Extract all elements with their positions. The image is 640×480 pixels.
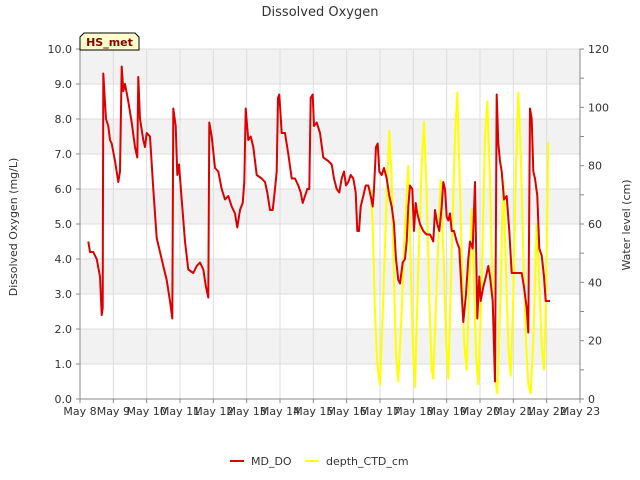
series-layer [87,65,550,395]
y-left-tick-label: 7.0 [55,148,73,161]
background-band [80,49,580,84]
site-badge-box [79,32,140,51]
x-tick-label: May 18 [393,405,433,418]
y-left-tick-label: 1.0 [55,358,73,371]
x-tick-label: May 8 [63,405,96,418]
chart-title: Dissolved Oxygen [262,5,379,20]
y-left-tick-label: 6.0 [55,183,73,196]
y-right-tick-label: 100 [588,101,609,114]
legend: MD_DO depth_CTD_cm [230,455,409,468]
x-tick-label: May 9 [97,405,130,418]
y-left-axis-ticks: 0.0 1.0 2.0 3.0 4.0 5.0 6.0 7.0 8.0 9.0 10.0 [48,43,80,406]
y-left-tick-label: 9.0 [55,78,73,91]
y-left-tick-label: 5.0 [55,218,73,231]
y-left-tick-label: 0.0 [55,393,73,406]
y-right-axis-ticks: 0 20 40 60 80 100 120 [580,43,609,406]
y-left-tick-label: 8.0 [55,113,73,126]
y-right-axis-title: Water level (cm) [620,179,633,270]
background-band [80,119,580,154]
x-tick-label: May 11 [160,405,200,418]
x-tick-label: May 17 [360,405,400,418]
background-band [80,329,580,364]
x-tick-label: May 20 [460,405,500,418]
series-line-depth-ctd [369,91,550,395]
y-left-tick-label: 3.0 [55,288,73,301]
y-left-axis-title: Dissolved Oxygen (mg/L) [7,158,20,297]
x-tick-label: May 16 [327,405,367,418]
y-right-tick-label: 20 [588,335,602,348]
site-badge-label: HS_met [86,36,133,49]
x-tick-label: May 21 [493,405,533,418]
x-tick-label: May 10 [127,405,167,418]
y-right-tick-label: 0 [588,393,595,406]
x-tick-label: May 13 [227,405,267,418]
x-tick-label: May 15 [293,405,333,418]
x-tick-label: May 14 [260,405,300,418]
y-left-tick-label: 2.0 [55,323,73,336]
legend-label-depth: depth_CTD_cm [326,455,409,468]
x-tick-label: May 22 [527,405,567,418]
x-tick-label: May 12 [193,405,233,418]
y-right-tick-label: 120 [588,43,609,56]
x-tick-label: May 19 [427,405,467,418]
legend-label-md-do: MD_DO [251,455,292,468]
y-right-tick-label: 40 [588,276,602,289]
y-right-tick-label: 60 [588,218,602,231]
series-line-md-do [87,65,550,383]
y-right-tick-label: 80 [588,160,602,173]
y-left-tick-label: 10.0 [48,43,73,56]
y-left-tick-label: 4.0 [55,253,73,266]
site-badge: HS_met [79,32,140,51]
x-tick-label: May 23 [560,405,600,418]
